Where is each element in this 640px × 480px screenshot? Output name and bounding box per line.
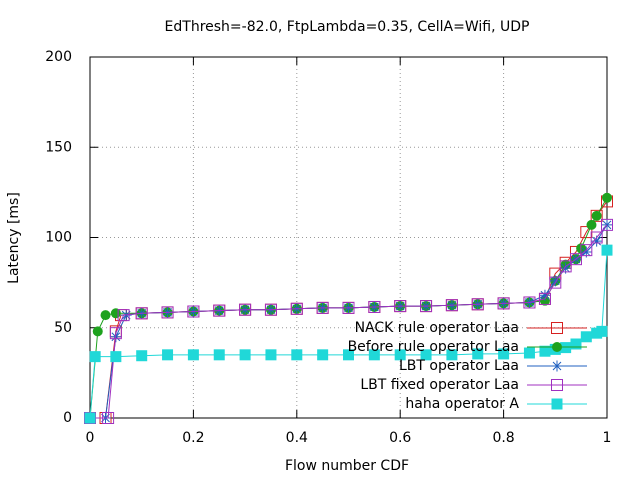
marker <box>523 296 536 309</box>
marker <box>472 348 484 360</box>
legend-label: NACK rule operator Laa <box>355 320 519 336</box>
marker <box>591 235 603 247</box>
marker <box>580 331 592 343</box>
marker <box>317 349 329 361</box>
marker <box>102 412 115 424</box>
x-tick-label: 0 <box>86 430 95 446</box>
marker <box>591 210 602 221</box>
marker <box>560 262 572 274</box>
marker <box>110 351 122 363</box>
marker <box>471 298 484 311</box>
x-axis-label: Flow number CDF <box>285 458 409 474</box>
marker <box>601 244 613 256</box>
marker <box>549 276 562 289</box>
marker <box>549 275 561 287</box>
marker <box>135 307 148 320</box>
legend-marker <box>551 322 563 334</box>
marker <box>343 349 354 361</box>
marker <box>445 299 458 312</box>
marker <box>136 350 148 362</box>
y-tick-label: 0 <box>63 410 72 426</box>
marker <box>162 349 174 361</box>
marker <box>394 300 407 313</box>
plot-frame <box>89 56 608 419</box>
y-axis-label: Latency [ms] <box>6 192 22 284</box>
marker <box>586 219 597 230</box>
x-tick-label: 1 <box>603 430 612 446</box>
legend-marker <box>551 379 563 391</box>
chart-title: EdThresh=-82.0, FtpLambda=0.35, CellA=Wi… <box>165 19 530 35</box>
marker <box>89 351 101 363</box>
legend-label: haha operator A <box>405 396 519 412</box>
series-line <box>90 224 608 419</box>
marker <box>580 246 592 258</box>
marker <box>497 297 510 310</box>
marker <box>100 310 111 321</box>
marker <box>420 300 433 313</box>
marker <box>498 348 510 360</box>
marker <box>394 349 406 361</box>
legend-marker <box>551 398 563 410</box>
marker <box>368 349 380 361</box>
marker <box>446 349 458 361</box>
marker <box>84 412 96 424</box>
marker <box>291 349 303 361</box>
marker <box>239 349 251 361</box>
marker <box>290 302 303 315</box>
marker <box>602 192 612 203</box>
marker <box>539 289 551 301</box>
x-tick-label: 0.8 <box>492 430 514 446</box>
y-tick-label: 200 <box>45 49 72 65</box>
legend-marker <box>551 360 563 372</box>
y-tick-label: 150 <box>45 139 72 155</box>
marker <box>560 342 572 354</box>
legend-marker <box>552 342 562 352</box>
marker <box>161 306 174 319</box>
marker <box>239 303 252 316</box>
marker <box>187 305 200 318</box>
marker <box>601 218 613 231</box>
series-line <box>90 224 608 419</box>
marker <box>580 244 593 257</box>
x-tick-label: 0.6 <box>389 430 411 446</box>
legend-label: Before rule operator Laa <box>348 339 519 355</box>
marker <box>213 349 225 361</box>
marker <box>92 326 103 337</box>
marker <box>117 309 130 322</box>
x-tick-label: 0.4 <box>286 430 308 446</box>
series-line <box>89 250 608 419</box>
marker <box>265 349 277 361</box>
marker <box>213 304 226 317</box>
marker <box>109 327 122 340</box>
marker <box>187 349 199 361</box>
x-tick-label: 0.2 <box>182 430 204 446</box>
marker <box>590 231 603 244</box>
marker <box>420 349 432 361</box>
marker <box>264 303 277 316</box>
marker <box>368 300 381 313</box>
marker <box>316 301 329 314</box>
marker <box>539 345 551 357</box>
marker <box>523 347 535 359</box>
legend-label: LBT operator Laa <box>399 358 519 374</box>
marker <box>538 292 551 305</box>
marker <box>590 209 603 222</box>
y-tick-label: 50 <box>54 320 72 336</box>
marker <box>342 301 355 314</box>
marker <box>559 260 572 273</box>
marker <box>569 253 582 266</box>
marker <box>570 338 582 350</box>
marker <box>596 325 608 337</box>
y-tick-label: 100 <box>45 230 72 246</box>
legend-label: LBT fixed operator Laa <box>360 377 519 393</box>
